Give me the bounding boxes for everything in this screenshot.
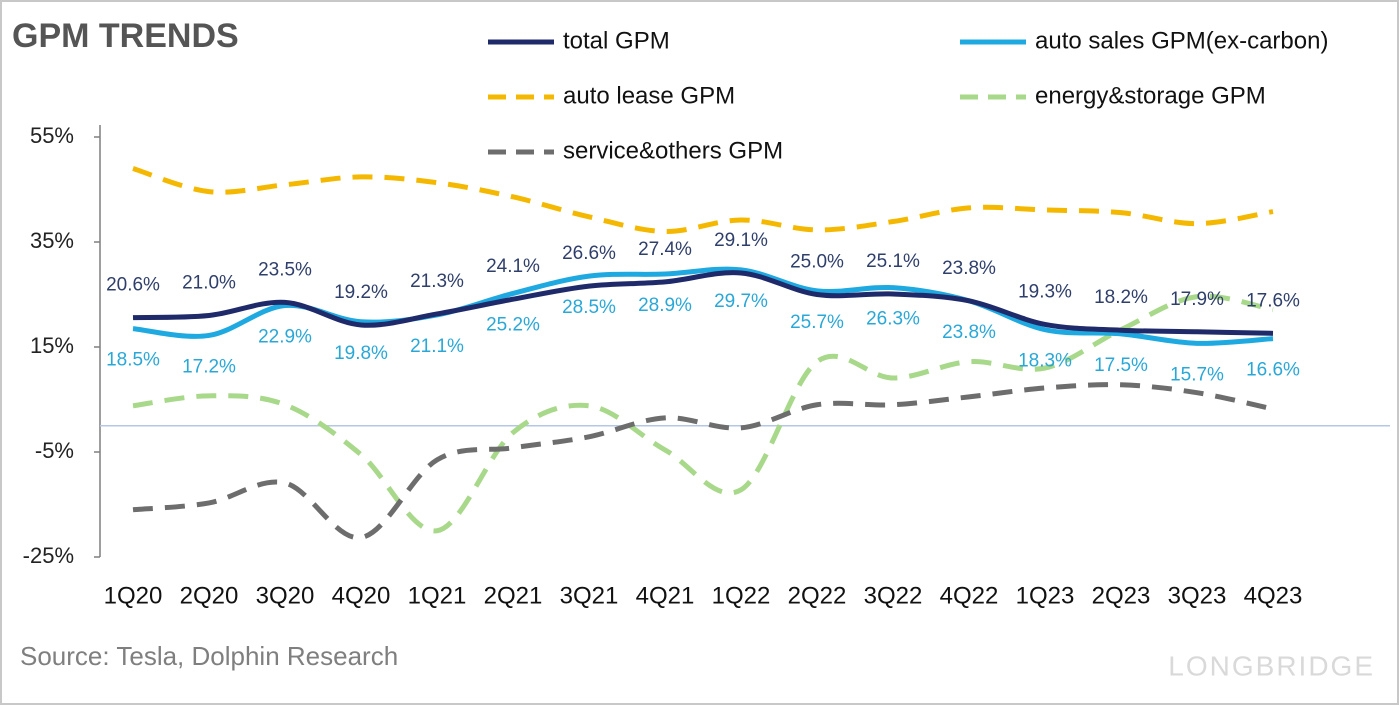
legend-label: auto sales GPM(ex-carbon) bbox=[1035, 27, 1328, 54]
data-label: 25.1% bbox=[866, 251, 920, 272]
data-label: 29.1% bbox=[714, 230, 768, 251]
x-tick-label: 4Q23 bbox=[1244, 582, 1303, 609]
x-tick-label: 2Q20 bbox=[180, 582, 239, 609]
x-tick-label: 3Q23 bbox=[1168, 582, 1227, 609]
data-label: 17.5% bbox=[1094, 355, 1148, 376]
data-label: 18.5% bbox=[106, 350, 160, 371]
watermark: LONGBRIDGE bbox=[1168, 650, 1375, 681]
y-tick-label: -25% bbox=[23, 543, 74, 568]
data-label: 26.3% bbox=[866, 309, 920, 330]
data-label: 22.9% bbox=[258, 327, 312, 348]
data-label: 16.6% bbox=[1246, 360, 1300, 381]
chart-title: GPM TRENDS bbox=[12, 17, 239, 55]
x-tick-label: 4Q20 bbox=[332, 582, 391, 609]
x-tick-label: 1Q21 bbox=[408, 582, 467, 609]
data-label: 17.9% bbox=[1170, 289, 1224, 310]
legend-label: auto lease GPM bbox=[563, 82, 735, 109]
x-tick-label: 2Q22 bbox=[788, 582, 847, 609]
data-label: 18.3% bbox=[1018, 351, 1072, 372]
data-label: 21.3% bbox=[410, 271, 464, 292]
x-tick-label: 3Q21 bbox=[560, 582, 619, 609]
x-tick-label: 4Q21 bbox=[636, 582, 695, 609]
data-label: 15.7% bbox=[1170, 364, 1224, 385]
data-label: 21.0% bbox=[182, 273, 236, 294]
data-label: 19.8% bbox=[334, 343, 388, 364]
data-label: 25.7% bbox=[790, 312, 844, 333]
source: Source: Tesla, Dolphin Research bbox=[20, 641, 398, 671]
data-label: 28.9% bbox=[638, 295, 692, 316]
y-tick-label: -5% bbox=[35, 438, 74, 463]
x-tick-label: 1Q23 bbox=[1016, 582, 1075, 609]
series-line bbox=[132, 293, 1274, 534]
x-tick-label: 2Q21 bbox=[484, 582, 543, 609]
data-label: 17.2% bbox=[182, 356, 236, 377]
data-label: 26.6% bbox=[562, 243, 616, 264]
x-tick-label: 2Q23 bbox=[1092, 582, 1151, 609]
series-line bbox=[132, 270, 1274, 336]
legend-label: energy&storage GPM bbox=[1035, 82, 1266, 109]
data-label: 25.2% bbox=[486, 314, 540, 335]
y-tick-label: 55% bbox=[30, 123, 74, 148]
legend-label: service&others GPM bbox=[563, 137, 783, 164]
x-tick-label: 3Q22 bbox=[864, 582, 923, 609]
data-label: 25.0% bbox=[790, 252, 844, 273]
data-label: 23.8% bbox=[942, 258, 996, 279]
y-tick-label: 15% bbox=[30, 333, 74, 358]
data-label: 23.5% bbox=[258, 259, 312, 280]
x-tick-label: 1Q20 bbox=[104, 582, 163, 609]
data-label: 19.3% bbox=[1018, 281, 1072, 302]
legend-label: total GPM bbox=[563, 27, 670, 54]
data-label: 20.6% bbox=[106, 275, 160, 296]
data-label: 21.1% bbox=[410, 336, 464, 357]
y-tick-label: 35% bbox=[30, 228, 74, 253]
data-label: 29.7% bbox=[714, 291, 768, 312]
x-tick-label: 3Q20 bbox=[256, 582, 315, 609]
series-line bbox=[132, 166, 1274, 235]
data-label: 28.5% bbox=[562, 297, 616, 318]
data-label: 17.6% bbox=[1246, 290, 1300, 311]
data-label: 24.1% bbox=[486, 256, 540, 277]
data-label: 19.2% bbox=[334, 282, 388, 303]
series-line bbox=[132, 382, 1274, 541]
data-label: 18.2% bbox=[1094, 287, 1148, 308]
x-tick-label: 4Q22 bbox=[940, 582, 999, 609]
x-tick-label: 1Q22 bbox=[712, 582, 771, 609]
data-label: 27.4% bbox=[638, 239, 692, 260]
data-label: 23.8% bbox=[942, 322, 996, 343]
